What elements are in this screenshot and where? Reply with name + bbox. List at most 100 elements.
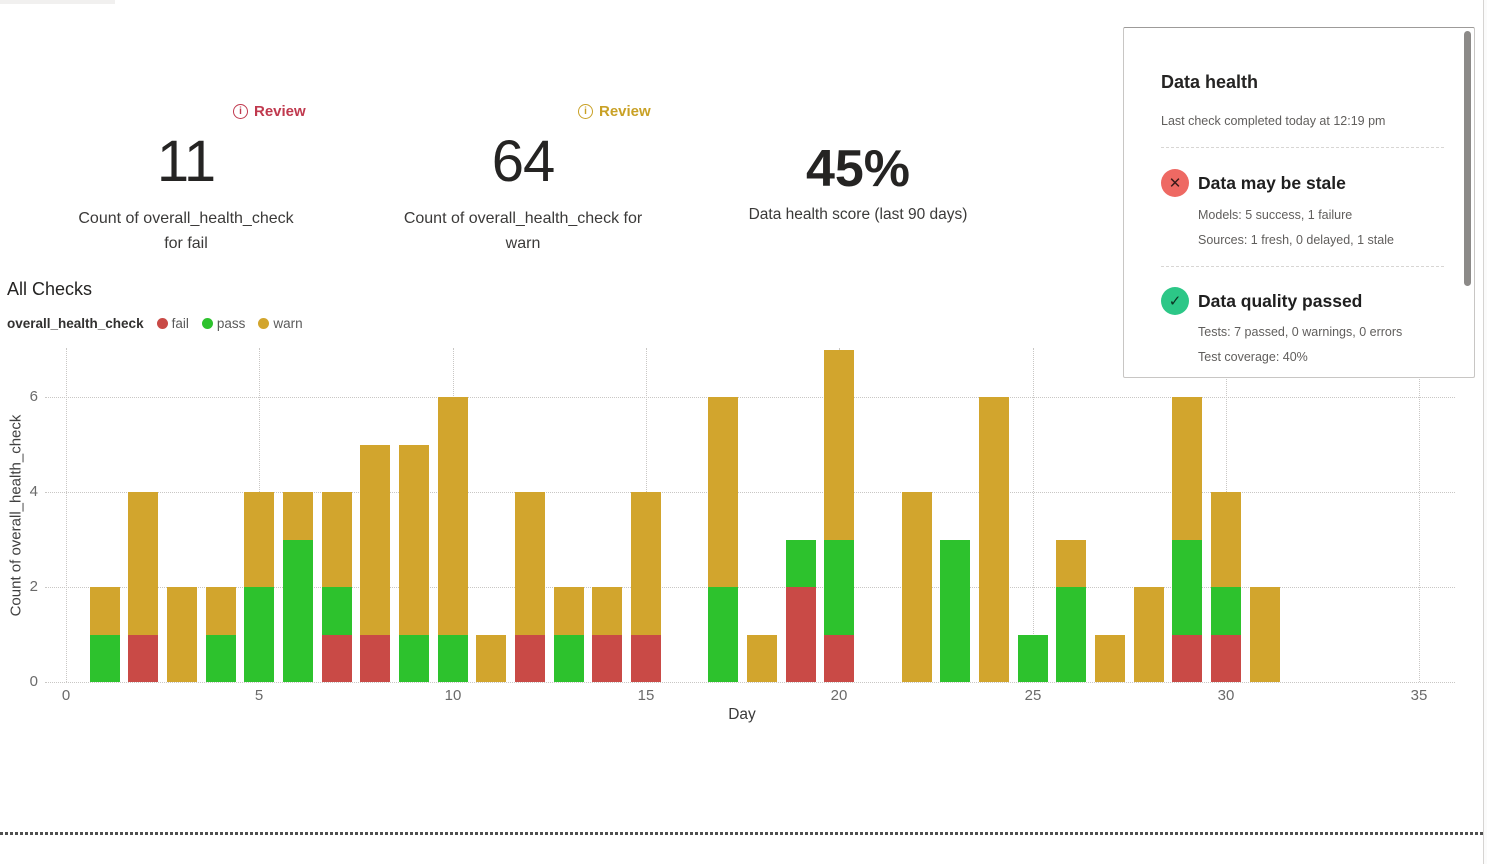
bar-segment-warn-day-27[interactable] (1095, 635, 1125, 682)
bar-segment-warn-day-6[interactable] (283, 492, 313, 540)
bar-segment-fail-day-2[interactable] (128, 635, 158, 682)
bar-segment-warn-day-30[interactable] (1211, 492, 1241, 587)
y-gridline (45, 682, 1455, 683)
y-gridline (45, 397, 1455, 398)
panel-scrollbar-thumb[interactable] (1464, 31, 1471, 286)
warn-dot-icon (258, 318, 270, 329)
bar-segment-pass-day-20[interactable] (824, 540, 854, 635)
y-gridline (45, 587, 1455, 588)
bar-segment-fail-day-7[interactable] (322, 635, 352, 682)
bar-segment-warn-day-18[interactable] (747, 635, 777, 682)
bar-segment-pass-day-9[interactable] (399, 635, 429, 682)
bar-segment-warn-day-3[interactable] (167, 587, 197, 682)
bar-segment-fail-day-14[interactable] (592, 635, 622, 682)
x-gridline (1419, 348, 1420, 682)
bar-segment-warn-day-9[interactable] (399, 445, 429, 635)
panel-section-title-stale: Data may be stale (1198, 173, 1346, 193)
x-tick-label: 5 (254, 687, 264, 704)
kpi-label-warn: Count of overall_health_check for warn (403, 210, 643, 252)
kpi-value-fail: 11 (156, 129, 216, 194)
review-badge-warn[interactable]: i Review (578, 103, 651, 120)
bar-segment-warn-day-22[interactable] (902, 492, 932, 682)
bar-segment-warn-day-28[interactable] (1134, 587, 1164, 682)
bar-segment-fail-day-8[interactable] (360, 635, 390, 682)
panel-section-title-quality: Data quality passed (1198, 291, 1363, 311)
panel-detail-coverage: Test coverage: 40% (1198, 350, 1308, 364)
bar-segment-pass-day-5[interactable] (244, 587, 274, 682)
x-tick-label: 25 (1024, 687, 1042, 704)
bar-segment-warn-day-5[interactable] (244, 492, 274, 587)
bar-segment-warn-day-8[interactable] (360, 445, 390, 635)
y-gridline (45, 492, 1455, 493)
divider (1161, 266, 1444, 267)
x-tick-label: 10 (444, 687, 462, 704)
bar-segment-pass-day-1[interactable] (90, 635, 120, 682)
legend-item-pass[interactable]: pass (201, 316, 245, 331)
bar-segment-pass-day-13[interactable] (554, 635, 584, 682)
panel-scrollbar[interactable] (1464, 31, 1471, 371)
bar-segment-pass-day-23[interactable] (940, 540, 970, 682)
legend-title: overall_health_check (7, 316, 144, 331)
bar-segment-pass-day-10[interactable] (438, 635, 468, 682)
review-badge-label: Review (254, 103, 306, 120)
bar-segment-warn-day-31[interactable] (1250, 587, 1280, 682)
data-health-panel: Data health Last check completed today a… (1123, 27, 1475, 378)
bar-segment-pass-day-25[interactable] (1018, 635, 1048, 682)
bar-segment-pass-day-26[interactable] (1056, 587, 1086, 682)
bar-segment-warn-day-15[interactable] (631, 492, 661, 635)
bar-segment-warn-day-7[interactable] (322, 492, 352, 587)
info-icon: i (233, 104, 248, 119)
review-badge-fail[interactable]: i Review (233, 103, 306, 120)
info-icon: i (578, 104, 593, 119)
y-tick-label: 4 (29, 483, 38, 500)
bar-segment-warn-day-14[interactable] (592, 587, 622, 635)
y-axis-title: Count of overall_health_check (7, 414, 25, 617)
kpi-value-score: 45% (805, 140, 911, 198)
bar-segment-warn-day-24[interactable] (979, 397, 1009, 682)
x-circle-icon: ✕ (1161, 169, 1189, 197)
bottom-dotted-divider (0, 832, 1484, 835)
kpi-label-score: Data health score (last 90 days) (748, 206, 968, 223)
bar-segment-warn-day-13[interactable] (554, 587, 584, 635)
bar-segment-fail-day-19[interactable] (786, 587, 816, 682)
bar-segment-warn-day-10[interactable] (438, 397, 468, 635)
section-title-all-checks: All Checks (7, 279, 93, 299)
bar-segment-warn-day-26[interactable] (1056, 540, 1086, 587)
chart-legend: overall_health_check fail pass warn (7, 316, 303, 331)
bar-segment-warn-day-11[interactable] (476, 635, 506, 682)
legend-item-warn[interactable]: warn (258, 316, 303, 331)
panel-title: Data health (1161, 72, 1259, 92)
bar-segment-pass-day-30[interactable] (1211, 587, 1241, 635)
bar-segment-fail-day-29[interactable] (1172, 635, 1202, 682)
kpi-label-fail: Count of overall_health_check for fail (78, 210, 294, 252)
review-badge-label: Review (599, 103, 651, 120)
x-axis-title: Day (728, 706, 756, 723)
x-tick-label: 35 (1410, 687, 1428, 704)
bar-segment-warn-day-20[interactable] (824, 350, 854, 540)
bar-segment-pass-day-6[interactable] (283, 540, 313, 682)
bar-segment-fail-day-15[interactable] (631, 635, 661, 682)
x-tick-label: 15 (637, 687, 655, 704)
bar-segment-warn-day-4[interactable] (206, 587, 236, 635)
bar-segment-fail-day-12[interactable] (515, 635, 545, 682)
bar-segment-fail-day-30[interactable] (1211, 635, 1241, 682)
divider (1161, 147, 1444, 148)
window-scrollbar-track[interactable] (1483, 0, 1487, 864)
bar-segment-pass-day-7[interactable] (322, 587, 352, 635)
y-tick-label: 0 (29, 673, 38, 690)
bar-segment-warn-day-1[interactable] (90, 587, 120, 635)
bar-segment-warn-day-29[interactable] (1172, 397, 1202, 540)
bar-segment-pass-day-17[interactable] (708, 587, 738, 682)
bar-segment-pass-day-19[interactable] (786, 540, 816, 587)
bar-segment-fail-day-20[interactable] (824, 635, 854, 682)
bar-segment-warn-day-2[interactable] (128, 492, 158, 635)
legend-item-fail[interactable]: fail (156, 316, 189, 331)
bar-segment-warn-day-12[interactable] (515, 492, 545, 635)
bar-segment-warn-day-17[interactable] (708, 397, 738, 587)
pass-dot-icon (201, 318, 213, 329)
kpi-value-warn: 64 (491, 129, 556, 194)
bar-segment-pass-day-29[interactable] (1172, 540, 1202, 635)
fail-dot-icon (156, 318, 168, 329)
bar-segment-pass-day-4[interactable] (206, 635, 236, 682)
